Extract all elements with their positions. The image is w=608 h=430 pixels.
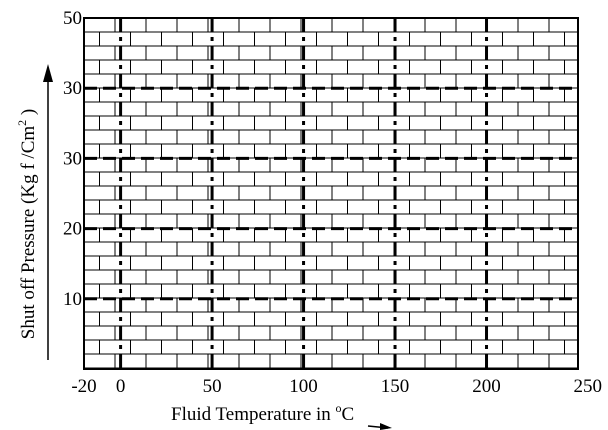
y-axis-title: Shut off Pressure (Kg f /Cm2 ): [15, 109, 39, 339]
x-tick-label: 100: [289, 376, 318, 397]
x-tick-label: 250: [574, 376, 603, 397]
vertical-dashdot-lines: [119, 18, 489, 369]
x-tick-label: 0: [116, 376, 126, 397]
x-tick-label: 150: [381, 376, 410, 397]
x-tick-label: -20: [71, 376, 96, 397]
x-tick-label: 200: [472, 376, 501, 397]
y-tick-label: 20: [63, 219, 82, 240]
x-axis-arrow: [367, 423, 392, 430]
x-tick-label: 50: [203, 376, 222, 397]
horizontal-dashed-lines: [84, 86, 578, 301]
x-tick-labels: -20 0 50 100 150 200 250: [71, 376, 602, 397]
y-tick-label: 50: [63, 8, 82, 29]
y-tick-labels: 10 20 30 30 50: [63, 8, 82, 310]
y-tick-label: 10: [63, 289, 82, 310]
y-tick-label: 30: [63, 78, 82, 99]
plot-area: [84, 18, 578, 369]
y-tick-label: 30: [63, 148, 82, 169]
x-axis-title: Fluid Temperature in oC: [171, 401, 354, 425]
brick-grid: [84, 18, 578, 369]
y-axis-arrow: [43, 64, 53, 360]
plot-frame: [83, 17, 579, 370]
